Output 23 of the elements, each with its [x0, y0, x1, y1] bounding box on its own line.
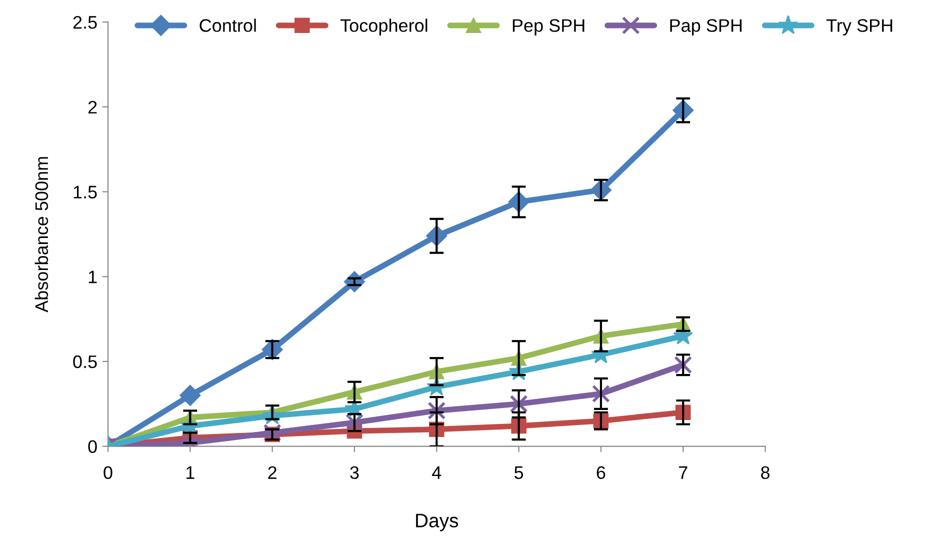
legend-label: Pep SPH [512, 19, 584, 36]
y-tick-label: 0 [88, 440, 97, 454]
x-tick-label: 6 [596, 466, 606, 480]
x-tick-label: 5 [514, 466, 524, 480]
y-tick-label: 1.5 [74, 186, 97, 198]
y-tick-label: 1 [88, 270, 97, 284]
x-tick-label: 2 [268, 466, 276, 479]
x-tick-label: 1 [186, 466, 194, 479]
legend-label: Control [200, 18, 256, 32]
x-tick-label: 8 [761, 466, 770, 480]
x-axis-title: Days [416, 514, 458, 532]
legend-label: Try SPH [826, 19, 892, 36]
y-tick-label: 2 [88, 100, 97, 114]
x-tick-label: 7 [679, 466, 688, 479]
y-tick-label: 0.5 [73, 355, 97, 368]
legend-label: Tocopherol [340, 18, 428, 36]
y-tick-label: 2.5 [73, 16, 97, 29]
x-tick-label: 0 [104, 466, 112, 480]
x-tick-label: 4 [432, 466, 442, 479]
y-axis-title: Absorbance 500nm [34, 157, 48, 312]
x-tick-label: 3 [350, 466, 359, 480]
legend-label: Pap SPH [670, 19, 742, 36]
point [180, 384, 201, 406]
